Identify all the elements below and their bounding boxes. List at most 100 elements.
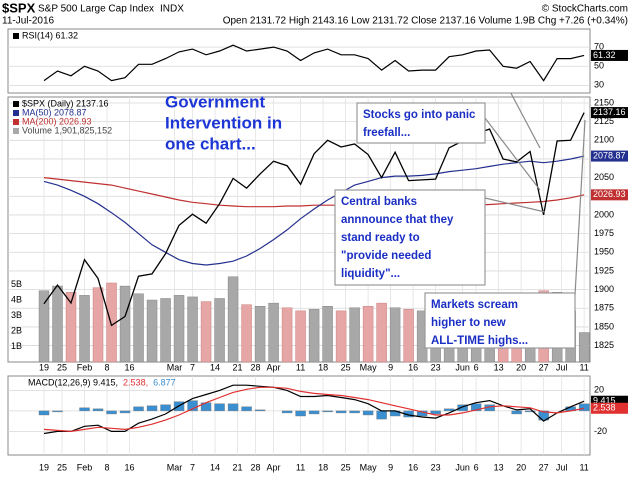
y-tick-label: 2100 (594, 135, 614, 145)
y-tick-label: 1875 (594, 303, 614, 313)
x-tick-label: Jun (455, 362, 470, 372)
bar (457, 404, 468, 412)
last-value-label: 9.415 (593, 396, 616, 406)
x-tick-label: Jul (556, 362, 568, 372)
bar (578, 403, 590, 412)
y-tick-label: 1850 (594, 321, 614, 331)
bar (187, 400, 198, 412)
annotation-box (334, 189, 486, 286)
last-value-label: 2137.16 (593, 107, 626, 117)
x-tick-label: 28 (251, 362, 261, 372)
x-tick-label: Jul (556, 462, 568, 472)
bar (295, 410, 306, 417)
y-tick-label: 1900 (594, 284, 614, 294)
annotation-text: freefall... (363, 127, 410, 139)
y-tick-label: 70 (594, 42, 604, 52)
last-value-tag (591, 107, 628, 119)
bar (524, 410, 536, 413)
bar (295, 310, 306, 363)
x-tick-label: 19 (39, 462, 49, 472)
x-tick-label: May (360, 362, 378, 372)
bar (119, 285, 131, 363)
x-tick-label: Apr (267, 462, 281, 472)
bar (578, 332, 590, 363)
y2-tick-label: 3B (11, 310, 22, 320)
legend-swatch (13, 101, 19, 107)
legend-label: $SPX (Daily) 2137.16 (22, 98, 109, 108)
last-value-label: 2078.87 (593, 150, 626, 160)
series-line (43, 44, 585, 82)
bar (160, 404, 171, 412)
x-tick-label: Jun (455, 462, 470, 472)
annotation-text: Stocks go into panic (363, 109, 476, 121)
bar (133, 293, 144, 363)
series-line (43, 384, 585, 435)
x-tick-label: Apr (267, 362, 281, 372)
x-tick-label: May (360, 462, 378, 472)
bar (376, 410, 387, 420)
x-tick-label: 14 (210, 462, 220, 472)
headline: Government (165, 92, 265, 111)
x-tick-label: 16 (408, 462, 418, 472)
bar (254, 409, 266, 412)
headline: Intervention in (165, 113, 282, 132)
x-tick-label: 7 (190, 462, 195, 472)
x-tick-label: 13 (494, 462, 504, 472)
bar (335, 410, 347, 414)
annotation-box (424, 292, 576, 349)
annotation-text: stand ready to (341, 232, 420, 244)
bar (362, 306, 374, 363)
last-value-label: 61.32 (593, 50, 616, 60)
x-tick-label: 7 (190, 362, 195, 372)
bar (79, 407, 90, 412)
annotation-arrow (574, 119, 586, 296)
bar (146, 299, 158, 363)
y-tick-label: 2050 (594, 172, 614, 182)
legend-label: MA(50) 2078.87 (22, 107, 87, 117)
bar (308, 309, 320, 363)
bar (160, 298, 171, 363)
legend-label: MA(200) 2026.93 (22, 116, 92, 126)
y2-tick-label: 4B (11, 294, 22, 304)
bar (200, 301, 212, 363)
bar (362, 410, 374, 416)
bar (322, 410, 333, 413)
y-tick-label: 1825 (594, 340, 614, 350)
x-tick-label: 25 (57, 462, 67, 472)
annotation-text: Markets scream (431, 299, 518, 311)
y-tick-label: 20 (594, 385, 604, 395)
legend-label: RSI(14) 61.32 (22, 30, 78, 40)
bar (403, 309, 414, 363)
bar (470, 403, 482, 412)
bar (281, 410, 293, 414)
series-line (43, 112, 585, 327)
bar (52, 285, 63, 363)
last-value-tag (591, 402, 628, 414)
x-tick-label: Mar (167, 362, 183, 372)
last-value-tag (591, 150, 628, 162)
y2-tick-label: 2B (11, 325, 22, 335)
bar (349, 307, 360, 363)
x-tick-label: 11 (579, 462, 588, 472)
y2-tick-label: 1B (11, 341, 22, 351)
annotation-box (356, 102, 486, 144)
panel-frame (7, 28, 591, 94)
x-tick-label: 16 (408, 362, 418, 372)
quote: Open 2131.72 High 2143.16 Low 2131.72 Cl… (223, 16, 628, 27)
bar (92, 287, 104, 363)
last-value-tag (591, 395, 628, 407)
bar (227, 403, 239, 412)
bar (214, 298, 225, 363)
bar (79, 295, 90, 363)
annotation-text: Central banks (341, 196, 417, 208)
bar (389, 307, 401, 363)
x-tick-label: 11 (296, 462, 305, 472)
x-tick-label: 11 (296, 362, 305, 372)
bar (538, 410, 549, 421)
series-line (43, 177, 585, 209)
bar (430, 410, 441, 415)
y-tick-label: 2150 (594, 97, 614, 107)
bar (173, 295, 185, 363)
bar (187, 296, 198, 363)
x-tick-label: 18 (318, 362, 328, 372)
